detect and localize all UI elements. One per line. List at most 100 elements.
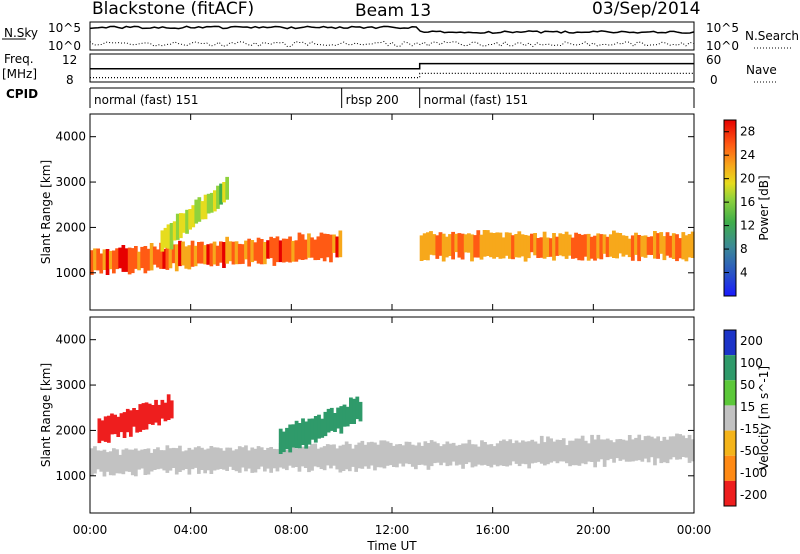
echo-cell (163, 227, 168, 248)
echo-cell (132, 408, 136, 427)
echo-cell (322, 446, 327, 471)
echo-cell (256, 446, 261, 470)
echo-cell (561, 234, 566, 257)
echo-cell (358, 401, 363, 422)
echo-cell (499, 440, 503, 466)
echo-cell (593, 235, 597, 261)
echo-cell (536, 443, 541, 463)
echo-cell (216, 185, 220, 209)
echo-cell (521, 440, 525, 464)
echo-cell (140, 246, 144, 269)
echo-cell (310, 418, 315, 440)
echo-cell (291, 240, 295, 262)
echo-cell (105, 452, 110, 472)
x-tick-label: 04:00 (173, 523, 208, 537)
echo-cell (303, 239, 308, 260)
echo-cell (169, 400, 174, 419)
echo-cell (653, 231, 657, 259)
echo-cell (498, 232, 503, 259)
echo-cell (668, 436, 673, 460)
echo-cell (200, 241, 204, 264)
echo-cell (281, 449, 286, 469)
echo-cell (228, 447, 233, 467)
echo-cell (174, 448, 179, 475)
echo-cell (495, 232, 500, 258)
cpid-segment-label: rbsp 200 (346, 93, 399, 107)
echo-cell (250, 240, 255, 263)
echo-cell (583, 234, 588, 257)
velocity-colorbar-tick: 15 (740, 400, 755, 414)
echo-cell (435, 235, 440, 259)
echo-cell (237, 446, 242, 473)
echo-cell (203, 245, 207, 265)
echo-cell (179, 213, 183, 239)
echo-cell (483, 442, 487, 465)
echo-cell (319, 447, 324, 469)
echo-cell (115, 248, 119, 270)
echo-cell (124, 448, 129, 472)
echo-cell (609, 440, 613, 459)
x-tick-label: 00:00 (73, 523, 108, 537)
echo-cell (684, 438, 689, 458)
echo-cell (325, 444, 330, 466)
echo-cell (370, 441, 374, 466)
echo-cell (514, 234, 519, 258)
echo-cell (307, 446, 311, 473)
echo-cell (476, 446, 481, 465)
echo-cell (401, 445, 406, 467)
echo-cell (307, 418, 312, 445)
echo-cell (181, 451, 185, 471)
echo-cell (612, 230, 616, 258)
echo-cell (316, 448, 321, 468)
echo-cell (103, 416, 108, 442)
echo-cell (508, 232, 512, 259)
y-tick-label: 3000 (55, 378, 86, 392)
y-tick-label: 1000 (55, 266, 86, 280)
echo-cell (451, 442, 456, 462)
echo-cell (502, 439, 506, 466)
echo-cell (212, 241, 217, 265)
echo-cell (420, 445, 424, 465)
echo-cell (159, 450, 163, 469)
echo-cell (432, 441, 437, 464)
echo-cell (467, 439, 472, 463)
echo-cell (259, 447, 264, 467)
velocity-colorbar-tick: 100 (740, 356, 763, 370)
echo-cell (441, 233, 446, 262)
echo-cell (178, 445, 182, 472)
x-tick-label: 12:00 (375, 523, 410, 537)
echo-cell (125, 408, 130, 433)
echo-cell (589, 236, 594, 259)
echo-cell (256, 237, 261, 264)
y-tick-label: 2000 (55, 220, 86, 234)
echo-cell (291, 444, 295, 468)
echo-cell (574, 438, 579, 466)
velocity-colorbar (723, 329, 737, 507)
echo-cell (448, 234, 452, 256)
echo-cell (285, 238, 289, 262)
echo-cell (130, 248, 135, 274)
echo-cell (307, 233, 311, 258)
echo-cell (222, 242, 226, 268)
echo-cell (349, 397, 353, 424)
echo-cell (640, 440, 645, 462)
echo-cell (536, 238, 541, 258)
echo-cell (159, 242, 163, 269)
echo-cell (112, 448, 116, 476)
echo-cell (451, 231, 455, 260)
echo-cell (99, 253, 104, 274)
echo-cell (640, 235, 645, 257)
echo-cell (310, 444, 314, 471)
velocity-colorbar-tick: -15 (740, 422, 760, 436)
echo-cell (438, 232, 443, 256)
echo-cell (571, 237, 575, 259)
echo-cell (558, 440, 563, 462)
echo-cell (110, 413, 114, 435)
echo-cell (188, 209, 192, 230)
echo-cell (169, 223, 174, 250)
echo-cell (241, 447, 245, 468)
nsearch-label: N.Search (745, 29, 799, 43)
echo-cell (586, 233, 591, 261)
echo-cell (185, 209, 189, 234)
echo-cell (542, 231, 547, 259)
